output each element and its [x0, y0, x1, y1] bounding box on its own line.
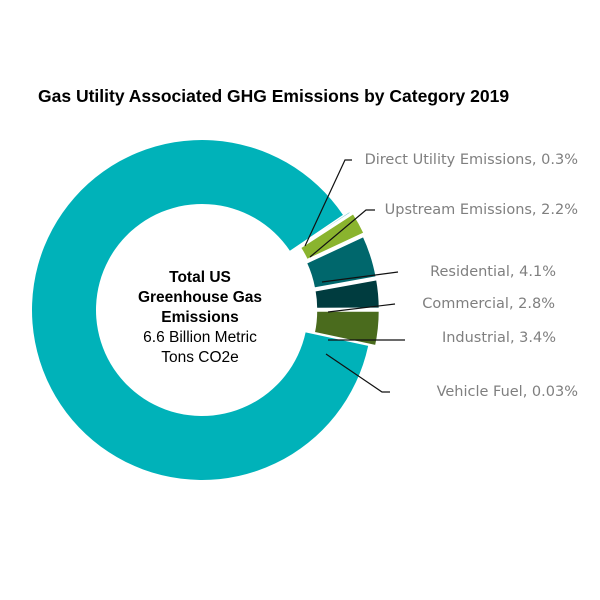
leader-line-commercial	[327, 303, 396, 313]
slice-commercial	[312, 277, 382, 311]
center-line-1: Total US	[169, 269, 231, 286]
center-line-2: Greenhouse Gas	[137, 289, 263, 306]
center-line-4: 6.6 Billion Metric	[143, 329, 257, 346]
leader-line-residential	[321, 271, 399, 283]
center-line-3: Emissions	[161, 309, 239, 326]
slice-residential	[304, 234, 379, 291]
label-direct-utility: Direct Utility Emissions, 0.3%	[364, 152, 578, 168]
center-line-5: Tons CO2e	[161, 349, 239, 366]
chart-title: Gas Utility Associated GHG Emissions by …	[38, 86, 510, 106]
leader-line-upstream-emissions	[309, 209, 375, 258]
slice-direct-utility-emissions	[294, 208, 354, 250]
label-commercial: Commercial, 2.8%	[422, 296, 555, 312]
label-upstream: Upstream Emissions, 2.2%	[384, 202, 578, 218]
label-residential: Residential, 4.1%	[430, 264, 556, 280]
label-vehicle-fuel: Vehicle Fuel, 0.03%	[436, 384, 578, 400]
slice-vehicle-fuel	[311, 332, 378, 350]
slice-other-us-emissions	[31, 139, 369, 480]
leader-line-direct-utility-emissions	[304, 159, 352, 247]
label-industrial: Industrial, 3.4%	[441, 330, 556, 346]
center-label: Total US Greenhouse Gas Emissions 6.6 Bi…	[110, 268, 290, 368]
leader-line-vehicle-fuel	[325, 353, 390, 393]
